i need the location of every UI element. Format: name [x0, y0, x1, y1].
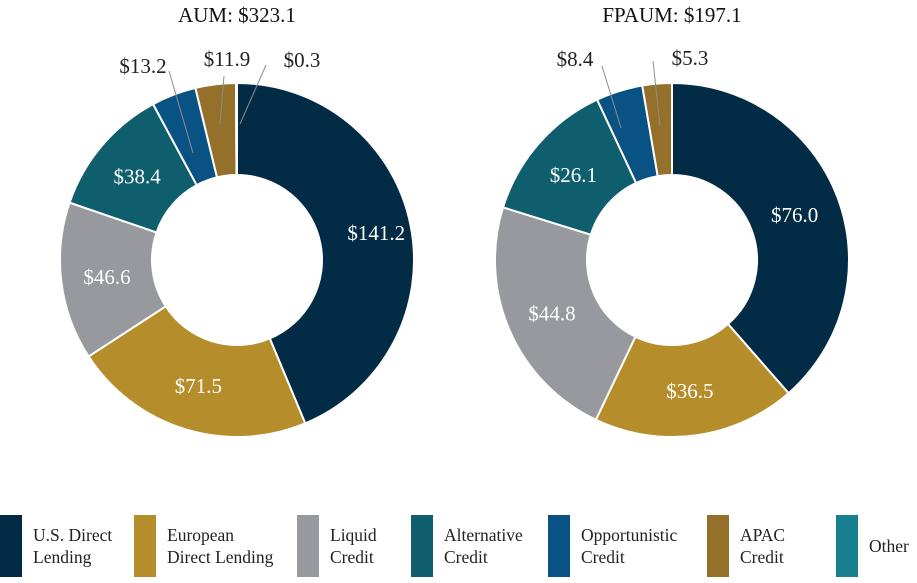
slice-eu: [87, 304, 307, 438]
data-label-apac: $5.3: [672, 46, 709, 70]
legend-swatch: [0, 515, 22, 577]
legend-label: Liquid Credit: [330, 525, 377, 567]
leader-line-opp: [168, 70, 194, 154]
legend-label: Opportunistic Credit: [581, 525, 678, 567]
slice-us: [236, 81, 415, 425]
leader-line-apac: [219, 75, 225, 125]
data-label-alt: $38.4: [113, 164, 161, 188]
donut-chart-2: FPAUM: $197.1 $76.0 $36.5 $44.8 $26.1 $8.4 $5.…: [494, 3, 850, 438]
legend-swatch: [297, 515, 319, 577]
slice-apac: [641, 81, 673, 178]
data-label-liquid: $46.6: [83, 265, 130, 289]
data-label-liquid: $44.8: [528, 301, 575, 325]
leader-line-opp: [601, 65, 622, 129]
data-label-us: $141.2: [347, 221, 405, 245]
data-label-alt: $26.1: [550, 163, 597, 187]
data-label-us: $76.0: [771, 203, 818, 227]
chart-title: FPAUM: $197.1: [602, 3, 741, 27]
data-label-apac: $11.9: [204, 47, 250, 71]
leader-line-apac: [652, 60, 661, 127]
data-label-opp: $13.2: [119, 54, 166, 78]
charts-canvas: AUM: $323.1 $141.2 $71.5 $46.6 $38.4 $13.2 $11…: [59, 3, 850, 438]
slice-us: [671, 81, 850, 395]
legend-swatch: [548, 515, 570, 577]
legend-label: U.S. Direct Lending: [33, 525, 113, 567]
data-label-eu: $36.5: [666, 379, 713, 403]
data-label-other: $0.3: [284, 48, 321, 72]
legend-label: Other: [869, 536, 909, 556]
donut-chart-1: AUM: $323.1 $141.2 $71.5 $46.6 $38.4 $13.2 $11…: [59, 3, 415, 438]
legend-swatch: [836, 515, 858, 577]
legend: U.S. Direct Lending European Direct Lendi…: [0, 508, 917, 583]
data-label-opp: $8.4: [557, 47, 594, 71]
legend-label: APAC Credit: [740, 525, 786, 567]
legend-swatch: [707, 515, 729, 577]
slice-other: [234, 81, 238, 177]
legend-label: Alternative Credit: [444, 525, 523, 567]
slice-eu: [594, 322, 790, 438]
legend-swatch: [134, 515, 156, 577]
chart-title: AUM: $323.1: [178, 3, 296, 27]
legend-label: European Direct Lending: [167, 525, 274, 567]
data-label-eu: $71.5: [175, 374, 222, 398]
slice-liquid: [494, 206, 637, 422]
legend-swatch: [411, 515, 433, 577]
leader-line-other: [239, 64, 267, 125]
